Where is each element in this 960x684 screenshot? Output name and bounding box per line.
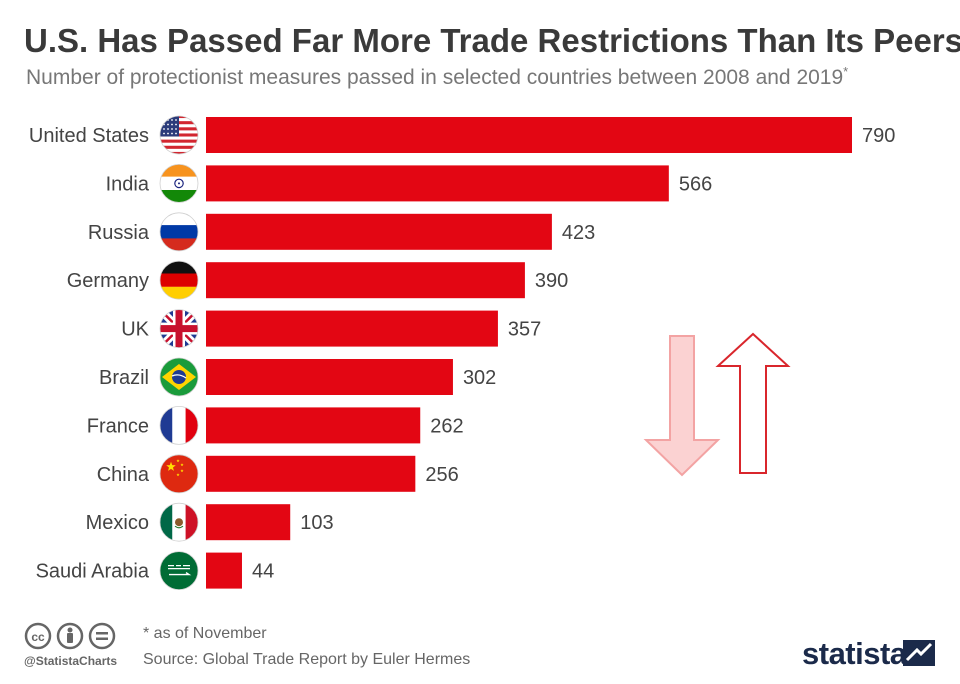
bar: [206, 165, 669, 202]
down-arrow-icon: [643, 335, 721, 477]
statista-logo-icon: [903, 640, 935, 666]
category-label: China: [97, 464, 150, 486]
source-note: Source: Global Trade Report by Euler Her…: [143, 651, 471, 668]
bar: [206, 310, 498, 347]
bar: [206, 455, 416, 492]
category-label: UK: [121, 319, 149, 341]
bar: [206, 213, 552, 250]
bar: [206, 359, 453, 395]
uk-flag-icon: [159, 309, 199, 349]
category-label: India: [106, 173, 150, 195]
value-label: 390: [535, 270, 568, 292]
statista-handle: @StatistaCharts: [24, 654, 118, 668]
category-label: Brazil: [99, 367, 149, 389]
chart-subtitle: Number of protectionist measures passed …: [26, 64, 848, 90]
bar: [206, 117, 852, 153]
value-label: 423: [562, 222, 595, 244]
germany-flag-icon: [159, 260, 199, 300]
india-flag-icon: [159, 164, 199, 203]
saudi-arabia-flag-icon: [159, 551, 199, 591]
china-flag-icon: [159, 454, 199, 494]
bar: [206, 504, 291, 541]
mexico-flag-icon: [159, 502, 199, 542]
svg-text:cc: cc: [31, 630, 45, 644]
value-label: 357: [508, 319, 541, 341]
value-label: 256: [425, 464, 458, 486]
category-label: France: [87, 415, 149, 437]
value-label: 44: [252, 561, 274, 583]
value-label: 302: [463, 367, 496, 389]
category-label: Germany: [67, 270, 149, 292]
statista-brand-name: statista: [802, 636, 907, 671]
category-label: Russia: [88, 222, 150, 244]
chart-title: U.S. Has Passed Far More Trade Restricti…: [24, 22, 960, 59]
brazil-flag-icon: [159, 357, 199, 397]
value-label: 103: [300, 512, 333, 534]
value-label: 262: [430, 415, 463, 437]
category-label: United States: [29, 125, 149, 147]
france-flag-icon: [159, 405, 199, 445]
trade-arrows-illustration: [643, 332, 791, 477]
subtitle-footnote-mark: *: [843, 64, 849, 79]
subtitle-text: Number of protectionist measures passed …: [26, 66, 844, 89]
bar-chart: United States 790 India 566 Russia 423 Germany…: [29, 115, 895, 591]
up-arrow-icon: [715, 332, 791, 474]
cc-icon: cc: [24, 622, 52, 650]
no-derivatives-icon: [88, 622, 116, 650]
bar: [206, 262, 525, 299]
category-label: Saudi Arabia: [36, 561, 150, 583]
bar: [206, 407, 421, 444]
license-icons: cc: [24, 622, 116, 650]
footnote: * as of November: [143, 625, 267, 642]
us-flag-icon: [159, 115, 199, 155]
value-label: 566: [679, 173, 712, 195]
value-label: 790: [862, 125, 895, 147]
category-label: Mexico: [86, 512, 149, 534]
russia-flag-icon: [159, 212, 199, 252]
bar: [206, 552, 242, 589]
attribution-icon: [56, 622, 84, 650]
